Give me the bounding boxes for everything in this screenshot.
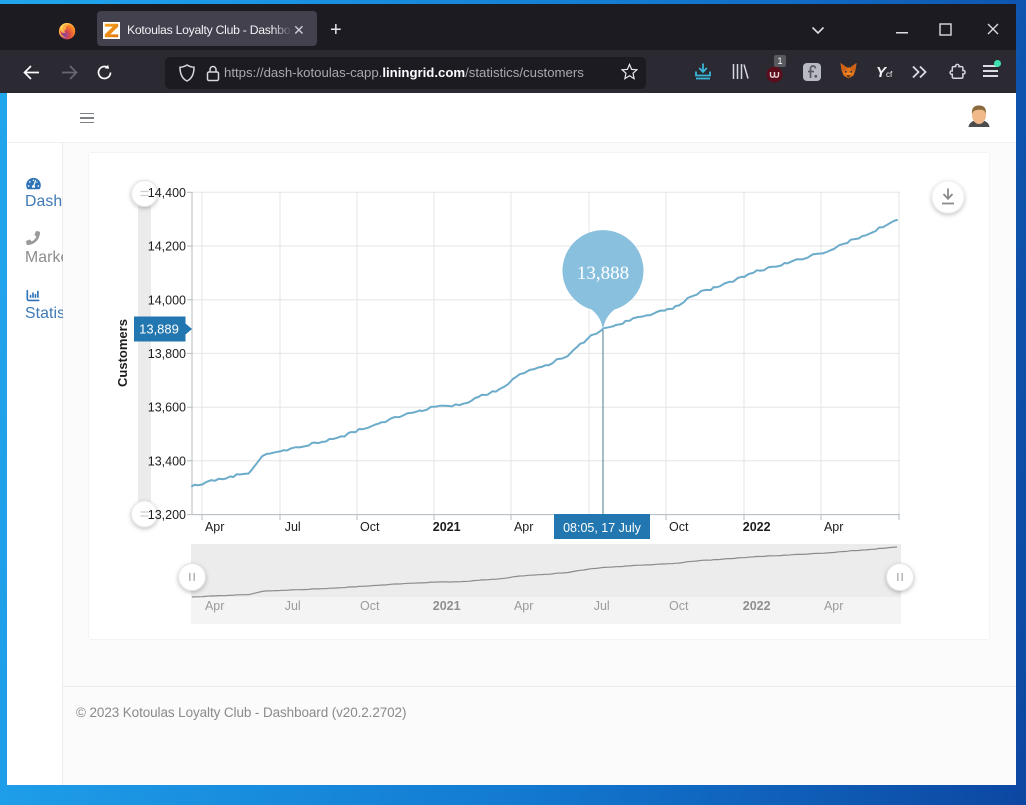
svg-text:Oct: Oct [360, 599, 380, 613]
svg-text:2021: 2021 [433, 599, 461, 613]
svg-text:13,200: 13,200 [148, 508, 186, 522]
svg-text:13,800: 13,800 [148, 347, 186, 361]
svg-text:2022: 2022 [743, 599, 771, 613]
svg-text:Apr: Apr [824, 599, 843, 613]
svg-text:14,200: 14,200 [148, 240, 186, 254]
svg-text:13,888: 13,888 [577, 263, 629, 284]
svg-text:Oct: Oct [669, 520, 689, 534]
svg-text:Jul: Jul [285, 599, 301, 613]
svg-text:13,400: 13,400 [148, 454, 186, 468]
svg-text:Apr: Apr [205, 520, 224, 534]
svg-text:13,600: 13,600 [148, 401, 186, 415]
svg-text:Customers: Customers [115, 319, 130, 387]
svg-text:Apr: Apr [514, 599, 533, 613]
svg-text:14,400: 14,400 [148, 186, 186, 200]
svg-text:2021: 2021 [433, 520, 461, 534]
svg-text:Jul: Jul [594, 599, 610, 613]
svg-text:2022: 2022 [743, 520, 771, 534]
svg-text:Apr: Apr [824, 520, 843, 534]
svg-text:Oct: Oct [360, 520, 380, 534]
svg-text:Apr: Apr [514, 520, 533, 534]
svg-text:Oct: Oct [669, 599, 689, 613]
svg-text:Jul: Jul [285, 520, 301, 534]
svg-text:Apr: Apr [205, 599, 224, 613]
svg-text:13,889: 13,889 [139, 322, 179, 337]
svg-text:14,000: 14,000 [148, 293, 186, 307]
svg-text:08:05, 17 July: 08:05, 17 July [563, 521, 642, 535]
